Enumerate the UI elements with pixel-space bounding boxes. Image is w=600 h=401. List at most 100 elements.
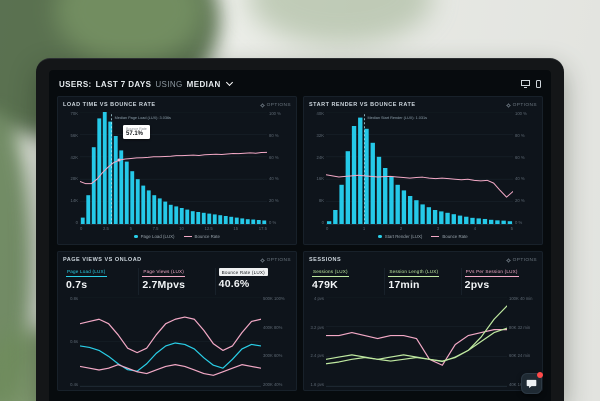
tick-label: 0: [75, 219, 78, 225]
options-label: OPTIONS: [512, 257, 537, 263]
tick-label: 0.6s: [70, 338, 78, 344]
dashboard-header: USERS: LAST 7 DAYS USING MEDIAN: [59, 76, 541, 92]
panel-title: LOAD TIME VS BOUNCE RATE: [63, 102, 156, 108]
tick-label: 42K: [70, 154, 78, 160]
options-button[interactable]: OPTIONS: [259, 102, 291, 108]
metric-value: 17min: [388, 278, 420, 291]
laptop: USERS: LAST 7 DAYS USING MEDIAN: [36, 58, 564, 401]
panel-title: START RENDER VS BOUNCE RATE: [309, 102, 416, 108]
tick-label: 15: [233, 226, 239, 231]
tick-label: 1: [362, 226, 366, 231]
tick-label: 5: [510, 226, 513, 231]
legend-dot-icon: [378, 234, 382, 239]
tick-label: 0: [326, 226, 329, 231]
y-axis-right: 100 % 80 % 60 % 40 % 20 % 0 %: [513, 111, 537, 225]
notification-dot: [537, 372, 543, 378]
y-axis-right: 100K 40 min 80K 32 min 60K 24 min 40K 16 mi…: [507, 296, 537, 387]
metric-sessions: Sessions (LUX) 479K: [309, 268, 386, 295]
tick-label: 80K 32 min: [509, 324, 531, 330]
chart-tooltip: Bounce Rate 57.1%: [123, 125, 150, 139]
y-axis-left: 0.8s 0.6s 0.4s: [63, 296, 80, 387]
panel-sessions: SESSIONS OPTIONS Sessions (LUX) 479K Ses…: [303, 251, 543, 391]
start-render-chart[interactable]: Median Start Render (LUX): 1.031s: [326, 112, 513, 225]
metric-label[interactable]: PVs Per Session (LUX): [464, 268, 519, 277]
metric-label[interactable]: Page Load (LUX): [66, 268, 107, 277]
page-views-chart[interactable]: [80, 297, 261, 387]
panel-title: PAGE VIEWS VS ONLOAD: [63, 257, 142, 263]
tick-label: 100 %: [515, 111, 527, 116]
tick-label: 32K: [316, 132, 324, 138]
tick-label: 4: [473, 226, 477, 231]
options-label: OPTIONS: [512, 102, 537, 108]
tick-label: 40K: [316, 111, 324, 116]
gear-icon: [259, 257, 265, 263]
tick-label: 2: [399, 226, 403, 231]
median-annotation: Median Page Load (LUX): 3.036s: [114, 116, 171, 121]
desktop-icon[interactable]: [521, 80, 530, 88]
sessions-chart[interactable]: [326, 297, 507, 387]
metric-value: 2pvs: [464, 278, 490, 291]
load-time-chart[interactable]: Median Page Load (LUX): 3.036s Bounce Ra…: [80, 112, 267, 225]
metric-bounce-rate: Bounce Rate (LUX) 40.6%: [216, 268, 291, 295]
chat-launcher-button[interactable]: [521, 372, 543, 394]
legend-label: Start Render (LUX): [384, 234, 423, 239]
chevron-down-icon[interactable]: [225, 78, 233, 87]
tick-label: 7.5: [152, 226, 159, 231]
x-axis: 0 2.5 5 7.5 10 12.5 15 17.5: [80, 226, 267, 232]
tick-label: 56K: [70, 132, 78, 138]
y-axis-right: 500K 100% 400K 80% 300K 60% 200K 40%: [261, 296, 291, 387]
panel-grid: LOAD TIME VS BOUNCE RATE OPTIONS 70K 56K 4…: [57, 96, 543, 391]
tick-label: 5: [129, 226, 132, 231]
chart-legend: Page Load (LUX) Bounce Rate: [63, 232, 291, 241]
tick-label: 40 %: [515, 176, 525, 182]
tick-label: 14K: [70, 198, 78, 203]
y-axis-left: 4 pvs 3.2 pvs 2.4 pvs 1.6 pvs: [309, 296, 326, 387]
tick-label: 20 %: [269, 198, 279, 203]
tick-label: 24K: [316, 154, 324, 160]
panel-title: SESSIONS: [309, 257, 342, 263]
gear-icon: [505, 102, 511, 108]
metric-value: 2.7Mpvs: [142, 278, 186, 291]
legend-label: Bounce Rate: [194, 234, 220, 239]
legend-label: Page Load (LUX): [140, 234, 175, 239]
tick-label: 28K: [70, 176, 78, 182]
tick-label: 0 %: [515, 219, 523, 225]
mobile-icon[interactable]: [536, 80, 541, 88]
tick-label: 12.5: [204, 226, 213, 231]
chart-legend: Start Render (LUX) Bounce Rate: [309, 232, 537, 241]
tick-label: 60K 24 min: [509, 353, 531, 359]
tick-label: 60 %: [515, 154, 525, 160]
tick-label: 100 %: [269, 111, 281, 116]
legend-dot-icon: [134, 234, 138, 239]
tick-label: 17.5: [258, 226, 267, 231]
tick-label: 20 %: [515, 198, 525, 203]
options-button[interactable]: OPTIONS: [259, 257, 291, 263]
dashboard-screen: USERS: LAST 7 DAYS USING MEDIAN: [49, 70, 551, 401]
legend-label: Bounce Rate: [442, 234, 468, 239]
options-label: OPTIONS: [266, 257, 291, 263]
header-range-selector[interactable]: LAST 7 DAYS: [95, 79, 152, 89]
hover-marker: [117, 158, 121, 162]
tick-label: 60 %: [269, 154, 279, 160]
metric-row: Page Load (LUX) 0.7s Page Views (LUX) 2.…: [63, 268, 291, 295]
header-metric-selector[interactable]: MEDIAN: [186, 79, 221, 89]
panel-start-render: START RENDER VS BOUNCE RATE OPTIONS 40K 3…: [303, 96, 543, 245]
y-axis-left: 40K 32K 24K 16K 8K 0: [309, 111, 326, 225]
metric-pvs-per-session: PVs Per Session (LUX) 2pvs: [462, 268, 537, 295]
y-axis-left: 70K 56K 42K 28K 14K 0: [63, 111, 80, 225]
metric-label[interactable]: Sessions (LUX): [312, 268, 349, 277]
metric-label[interactable]: Bounce Rate (LUX): [218, 268, 268, 276]
median-annotation: Median Start Render (LUX): 1.031s: [367, 116, 428, 121]
tick-label: 0.8s: [70, 296, 78, 301]
tooltip-label: Bounce Rate: [126, 126, 147, 131]
tick-label: 80 %: [515, 132, 525, 138]
options-button[interactable]: OPTIONS: [505, 102, 537, 108]
metric-label[interactable]: Session Length (LUX): [388, 268, 440, 277]
metric-value: 40.6%: [218, 278, 250, 290]
tick-label: 500K 100%: [263, 296, 285, 301]
gear-icon: [259, 102, 265, 108]
options-button[interactable]: OPTIONS: [505, 257, 537, 263]
metric-label[interactable]: Page Views (LUX): [142, 268, 185, 277]
tick-label: 70K: [70, 111, 78, 116]
metric-value: 479K: [312, 278, 338, 291]
